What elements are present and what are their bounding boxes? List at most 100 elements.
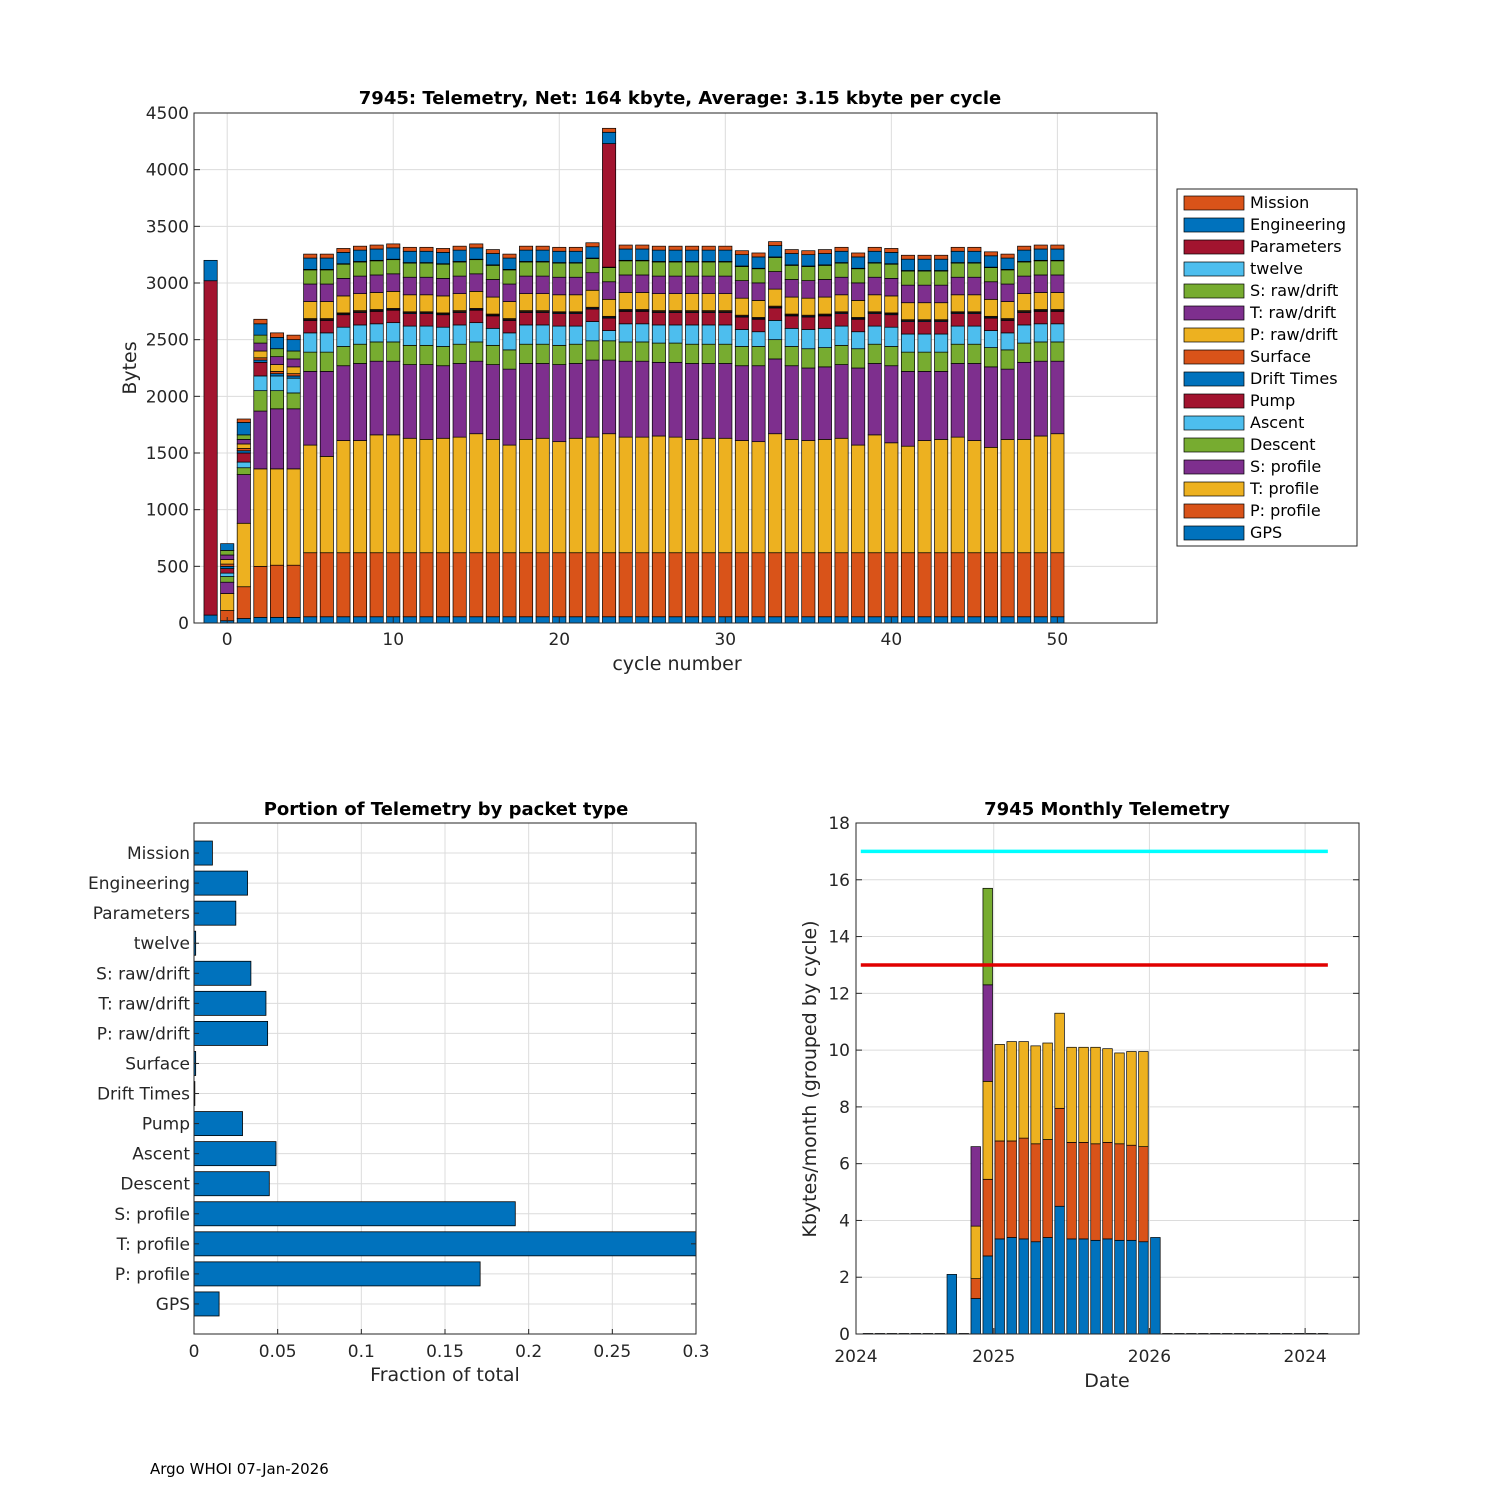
top-bar-segment — [1000, 616, 1015, 624]
top-bar-segment — [967, 313, 982, 327]
top-bar-segment — [751, 441, 766, 554]
top-bar-segment — [519, 324, 534, 345]
br-ytick-label: 16 — [828, 871, 850, 891]
top-bar-segment — [768, 552, 783, 618]
monthly-bar-segment — [1018, 1238, 1029, 1335]
top-bar-segment — [668, 342, 683, 363]
top-bar-segment — [286, 358, 301, 368]
top-bar-segment — [369, 292, 384, 310]
top-bar-segment — [253, 410, 268, 470]
top-bar-segment — [618, 310, 633, 325]
top-bar-segment — [701, 249, 716, 262]
top-bar-segment — [917, 302, 932, 321]
top-bar-segment — [635, 292, 650, 310]
top-bar-segment — [402, 262, 417, 278]
top-bar-segment — [236, 443, 251, 449]
top-bar-segment — [1033, 260, 1048, 276]
legend-entry: Engineering — [1250, 215, 1346, 234]
top-bar-segment — [900, 254, 915, 260]
top-bar-segment — [784, 346, 799, 367]
top-bar-segment — [353, 261, 368, 277]
top-bar-segment — [900, 321, 915, 335]
top-bar-segment — [734, 552, 749, 618]
top-bar-segment — [718, 275, 733, 295]
legend-entry: Descent — [1250, 435, 1316, 454]
fraction-bar — [193, 960, 252, 986]
top-bar-segment — [851, 318, 866, 333]
top-bar-segment — [734, 266, 749, 281]
top-bar-segment — [353, 616, 368, 624]
top-bar-segment — [469, 273, 484, 292]
top-bar-segment — [353, 324, 368, 345]
top-bar-segment — [1000, 301, 1015, 319]
top-bar-segment — [469, 247, 484, 260]
top-bar-segment — [220, 543, 235, 551]
top-bar-segment — [801, 329, 816, 350]
top-bar-segment — [1000, 283, 1015, 302]
top-bar-segment — [1017, 275, 1032, 295]
top-bar-segment — [950, 262, 965, 278]
top-bar-segment — [452, 261, 467, 277]
top-bar-segment — [618, 260, 633, 276]
monthly-bar-segment — [1018, 1041, 1029, 1139]
top-bar-segment — [967, 616, 982, 624]
top-bar-segment — [867, 262, 882, 278]
top-bar-segment — [519, 249, 534, 262]
top-bar-segment — [701, 275, 716, 295]
top-ytick-label: 4500 — [146, 104, 189, 124]
top-bar-segment — [668, 324, 683, 344]
top-bar-segment — [751, 268, 766, 284]
top-bar-segment — [834, 262, 849, 278]
top-bar-segment — [817, 347, 832, 368]
top-bar-segment — [319, 616, 334, 624]
top-bar-segment — [801, 297, 816, 316]
top-bar-segment — [253, 334, 268, 344]
top-bar-segment — [1050, 341, 1065, 362]
top-bar-segment — [585, 242, 600, 248]
top-bar-segment — [950, 250, 965, 263]
top-bar-segment — [834, 294, 849, 313]
top-bar-segment — [585, 289, 600, 308]
top-bar-segment — [1050, 552, 1065, 618]
top-bar-segment — [851, 552, 866, 618]
top-title: 7945: Telemetry, Net: 164 kbyte, Average… — [359, 88, 1001, 109]
top-bar-segment — [867, 276, 882, 296]
bl-category-label: Descent — [120, 1175, 190, 1195]
top-bar-segment — [834, 246, 849, 252]
top-bar-segment — [801, 250, 816, 256]
top-bar-segment — [303, 269, 318, 285]
top-bar-segment — [917, 333, 932, 353]
monthly-bar-segment — [1078, 1142, 1089, 1240]
top-bar-segment — [319, 332, 334, 353]
top-bar-segment — [867, 434, 882, 554]
top-bar-segment — [751, 282, 766, 301]
top-bar-segment — [867, 294, 882, 313]
br-ytick-label: 4 — [839, 1211, 850, 1231]
top-bar-segment — [585, 552, 600, 618]
top-bar-segment — [436, 437, 451, 554]
top-bar-segment — [967, 343, 982, 364]
top-bar-segment — [751, 252, 766, 258]
top-bar-segment — [353, 275, 368, 295]
top-bar-segment — [635, 360, 650, 438]
top-ytick-label: 3500 — [146, 217, 189, 237]
legend-entry: P: raw/drift — [1250, 325, 1338, 344]
top-bar-segment — [1050, 260, 1065, 276]
monthly-bar-segment — [1018, 1137, 1029, 1240]
top-bar-segment — [718, 249, 733, 262]
top-bar-segment — [1033, 435, 1048, 554]
monthly-bar-segment — [1054, 1205, 1065, 1335]
top-bar-segment — [900, 270, 915, 286]
top-bar-segment — [1033, 360, 1048, 437]
top-bar-segment — [817, 279, 832, 298]
top-bar-segment — [203, 280, 218, 616]
top-bar-segment — [319, 257, 334, 270]
top-bar-segment — [336, 326, 351, 347]
top-bar-segment — [369, 260, 384, 276]
top-bar-segment — [602, 281, 617, 300]
top-bar-segment — [917, 371, 932, 441]
top-bar-segment — [917, 440, 932, 554]
top-bar-segment — [983, 281, 998, 300]
top-bar-segment — [353, 440, 368, 554]
top-bar-segment — [419, 344, 434, 365]
